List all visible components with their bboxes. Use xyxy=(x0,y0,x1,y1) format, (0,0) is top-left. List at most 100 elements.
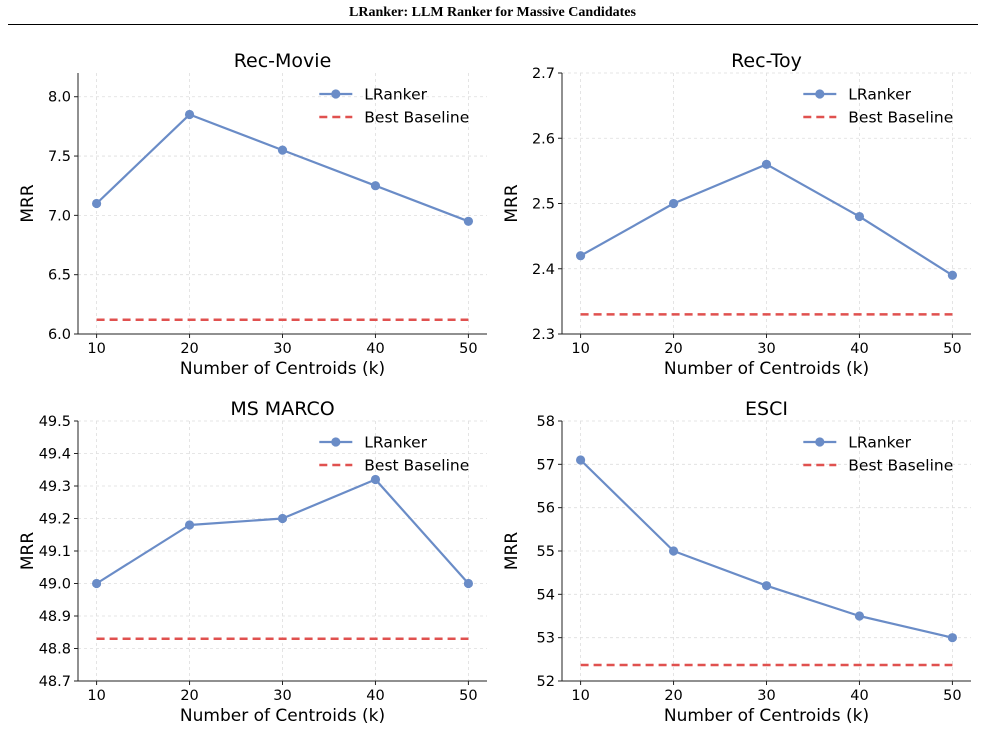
y-tick-label: 49.3 xyxy=(39,479,71,495)
x-tick-label: 30 xyxy=(273,688,291,704)
x-tick-label: 50 xyxy=(459,688,477,704)
x-tick-label: 30 xyxy=(757,341,775,357)
x-tick-label: 10 xyxy=(87,341,105,357)
data-point-lranker xyxy=(947,270,958,280)
y-tick-label: 49.2 xyxy=(39,512,71,528)
legend-label-best-baseline: Best Baseline xyxy=(848,109,953,127)
x-tick-label: 50 xyxy=(943,688,961,704)
panel-title: Rec-Movie xyxy=(234,50,332,72)
legend-label-best-baseline: Best Baseline xyxy=(364,109,469,127)
y-tick-label: 7.0 xyxy=(48,208,71,224)
legend-marker-lranker xyxy=(815,89,825,99)
x-tick-label: 40 xyxy=(850,688,868,704)
y-tick-label: 48.7 xyxy=(39,674,71,690)
data-point-lranker xyxy=(947,633,958,643)
legend-label-lranker: LRanker xyxy=(848,86,911,104)
data-point-lranker xyxy=(91,198,102,209)
y-tick-label: 57 xyxy=(537,457,555,473)
y-tick-label: 58 xyxy=(537,414,555,430)
data-point-lranker xyxy=(575,455,586,465)
data-point-lranker xyxy=(854,611,865,621)
legend: LRanker Best Baseline xyxy=(319,86,469,127)
x-tick-label: 20 xyxy=(180,688,198,704)
legend-label-best-baseline: Best Baseline xyxy=(848,457,953,475)
x-tick-label: 30 xyxy=(273,341,291,357)
y-tick-label: 49.5 xyxy=(39,414,71,430)
x-axis-label: Number of Centroids (k) xyxy=(180,359,385,379)
paper-header: LRanker: LLM Ranker for Massive Candidat… xyxy=(0,0,985,27)
y-tick-label: 49.1 xyxy=(39,544,71,560)
x-tick-label: 20 xyxy=(664,688,682,704)
legend-label-lranker: LRanker xyxy=(848,434,911,452)
legend-label-best-baseline: Best Baseline xyxy=(364,457,469,475)
y-tick-label: 2.6 xyxy=(532,131,555,147)
x-tick-label: 30 xyxy=(757,688,775,704)
x-tick-label: 20 xyxy=(664,341,682,357)
y-tick-label: 6.0 xyxy=(48,327,71,343)
y-tick-label: 2.4 xyxy=(532,262,555,278)
x-tick-label: 40 xyxy=(850,341,868,357)
data-point-lranker xyxy=(184,520,195,530)
y-tick-label: 49.4 xyxy=(39,447,71,463)
panel-title: ESCI xyxy=(745,398,788,420)
y-axis-label: MRR xyxy=(502,184,522,222)
legend-marker-lranker xyxy=(331,89,341,99)
x-tick-label: 10 xyxy=(87,688,105,704)
legend: LRanker Best Baseline xyxy=(319,434,469,475)
legend-label-lranker: LRanker xyxy=(364,434,427,452)
data-point-lranker xyxy=(277,513,288,524)
y-tick-label: 8.0 xyxy=(48,90,71,106)
data-point-lranker xyxy=(575,251,586,261)
x-tick-label: 40 xyxy=(366,341,384,357)
data-point-lranker xyxy=(668,546,679,556)
legend-label-lranker: LRanker xyxy=(364,86,427,104)
x-tick-label: 40 xyxy=(366,688,384,704)
x-axis-label: Number of Centroids (k) xyxy=(180,706,385,726)
y-axis-label: MRR xyxy=(18,184,38,222)
data-point-lranker xyxy=(463,578,474,589)
y-tick-label: 55 xyxy=(537,544,555,560)
y-tick-label: 49.0 xyxy=(39,577,71,593)
y-tick-label: 6.5 xyxy=(48,268,71,284)
panel-title: MS MARCO xyxy=(230,398,334,420)
x-tick-label: 50 xyxy=(943,341,961,357)
y-tick-label: 48.8 xyxy=(39,642,71,658)
y-tick-label: 54 xyxy=(537,587,555,603)
data-point-lranker xyxy=(277,145,288,155)
x-tick-label: 50 xyxy=(459,341,477,357)
data-point-lranker xyxy=(463,216,474,226)
x-axis-label: Number of Centroids (k) xyxy=(664,359,869,379)
chart-panel-2: 2.3 2.4 2.5 2.6 2.7 10 20 30 40 50 Rec-Toy Number o… xyxy=(502,50,971,379)
chart-panel-1: 6.0 6.5 7.0 7.5 8.0 10 20 30 40 50 Rec-Movie Number… xyxy=(18,50,487,379)
y-tick-label: 2.3 xyxy=(532,327,555,343)
legend: LRanker Best Baseline xyxy=(803,434,953,475)
x-tick-label: 10 xyxy=(571,688,589,704)
y-tick-label: 48.9 xyxy=(39,609,71,625)
x-axis-label: Number of Centroids (k) xyxy=(664,706,869,726)
paper-title: LRanker: LLM Ranker for Massive Candidat… xyxy=(349,5,636,20)
data-point-lranker xyxy=(370,181,381,191)
chart-panel-3: 48.7 48.8 48.9 49.0 49.1 49.2 49.3 49.4 49.5 10 20… xyxy=(18,398,487,726)
data-point-lranker xyxy=(761,581,772,591)
chart-panel-4: 52 53 54 55 56 57 58 10 20 30 40 50 ESCI Number of Ce… xyxy=(502,398,971,726)
y-tick-label: 56 xyxy=(537,501,555,517)
data-point-lranker xyxy=(370,474,381,485)
x-tick-label: 10 xyxy=(571,341,589,357)
header-rule xyxy=(8,24,978,25)
data-point-lranker xyxy=(668,198,679,209)
legend-marker-lranker xyxy=(331,437,341,447)
y-tick-label: 7.5 xyxy=(48,149,71,165)
y-axis-label: MRR xyxy=(502,532,522,570)
y-tick-label: 2.7 xyxy=(532,66,555,82)
y-tick-label: 53 xyxy=(537,631,555,647)
y-tick-label: 2.5 xyxy=(532,197,555,213)
legend-marker-lranker xyxy=(815,437,825,447)
data-point-lranker xyxy=(761,159,772,169)
x-tick-label: 20 xyxy=(180,341,198,357)
data-point-lranker xyxy=(184,109,195,120)
y-tick-label: 52 xyxy=(537,674,555,690)
data-point-lranker xyxy=(854,211,865,222)
legend: LRanker Best Baseline xyxy=(803,86,953,127)
y-axis-label: MRR xyxy=(18,532,38,570)
